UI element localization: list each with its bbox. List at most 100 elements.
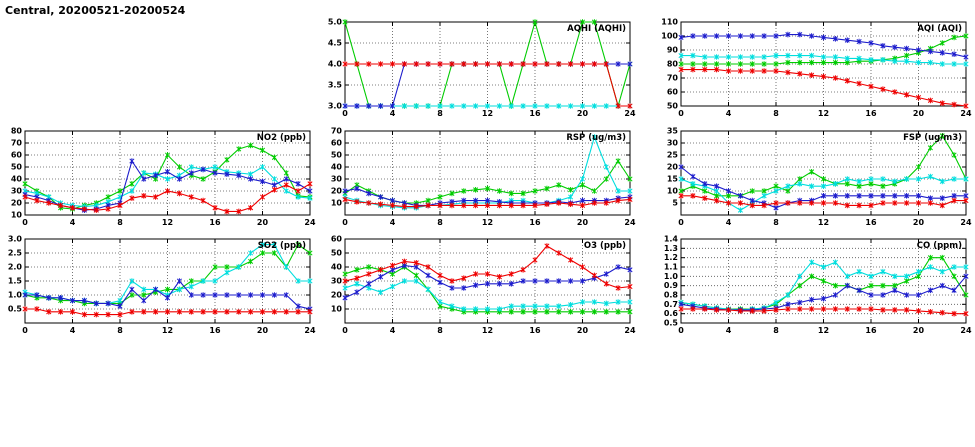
svg-text:RSP (ug/m3): RSP (ug/m3)	[566, 133, 626, 143]
svg-text:0: 0	[342, 218, 348, 227]
svg-text:60: 60	[11, 151, 23, 160]
svg-text:20: 20	[257, 326, 269, 335]
svg-text:16: 16	[529, 326, 541, 335]
svg-text:100: 100	[661, 32, 678, 41]
svg-text:4: 4	[726, 326, 732, 335]
svg-text:16: 16	[865, 326, 877, 335]
svg-text:20: 20	[257, 218, 269, 227]
svg-text:12: 12	[818, 326, 829, 335]
svg-text:80: 80	[11, 127, 23, 136]
svg-text:AQHI (AQHI): AQHI (AQHI)	[567, 24, 626, 34]
svg-text:16: 16	[865, 218, 877, 227]
svg-text:12: 12	[818, 218, 829, 227]
svg-text:15: 15	[667, 175, 679, 184]
svg-text:8: 8	[773, 326, 779, 335]
svg-text:30: 30	[331, 277, 343, 286]
chart-so2: 0.5 1.0 1.5 2.0 2.5 3.0 0 4 8 12 16 20 24 SO2 (ppb)	[0, 231, 330, 341]
svg-text:4: 4	[390, 326, 396, 335]
svg-text:4: 4	[70, 218, 76, 227]
svg-text:24: 24	[624, 109, 636, 118]
svg-text:12: 12	[162, 326, 173, 335]
svg-text:0: 0	[678, 109, 684, 118]
svg-text:60: 60	[667, 88, 679, 97]
svg-text:50: 50	[11, 163, 23, 172]
svg-text:4: 4	[390, 218, 396, 227]
svg-text:O3 (ppb): O3 (ppb)	[584, 241, 626, 251]
svg-text:20: 20	[331, 291, 343, 300]
svg-text:8: 8	[773, 109, 779, 118]
svg-text:2.0: 2.0	[8, 263, 23, 272]
svg-text:60: 60	[331, 235, 343, 244]
svg-text:3.0: 3.0	[328, 102, 343, 111]
svg-text:4: 4	[70, 326, 76, 335]
svg-text:20: 20	[667, 163, 679, 172]
svg-text:4.5: 4.5	[328, 39, 343, 48]
svg-text:1.2: 1.2	[664, 253, 678, 262]
svg-text:3.5: 3.5	[328, 81, 343, 90]
svg-text:0.5: 0.5	[664, 319, 679, 328]
svg-text:10: 10	[331, 199, 343, 208]
svg-text:10: 10	[667, 187, 679, 196]
svg-text:4.0: 4.0	[328, 60, 343, 69]
svg-text:30: 30	[667, 139, 679, 148]
svg-text:1.5: 1.5	[8, 277, 23, 286]
svg-text:5: 5	[672, 199, 678, 208]
svg-text:16: 16	[529, 109, 541, 118]
svg-text:1.1: 1.1	[664, 263, 679, 272]
svg-text:CO (ppm): CO (ppm)	[917, 241, 962, 251]
svg-text:8: 8	[117, 218, 123, 227]
svg-text:12: 12	[482, 218, 493, 227]
chart-aqi: 50 60 70 80 90 100 110 0 4 8 12 16 20 24 AQI (AQI)	[656, 14, 975, 124]
svg-text:2.5: 2.5	[8, 249, 23, 258]
svg-text:20: 20	[577, 326, 589, 335]
svg-text:NO2 (ppb): NO2 (ppb)	[257, 133, 306, 143]
svg-text:40: 40	[331, 163, 343, 172]
svg-text:1.0: 1.0	[664, 272, 679, 281]
svg-text:70: 70	[331, 127, 343, 136]
svg-text:20: 20	[913, 218, 925, 227]
chart-o3: 10 20 30 40 50 60 0 4 8 12 16 20 24 O3 (ppb)	[320, 231, 650, 341]
svg-text:8: 8	[437, 109, 443, 118]
svg-text:8: 8	[437, 326, 443, 335]
svg-text:25: 25	[667, 151, 679, 160]
svg-text:20: 20	[577, 218, 589, 227]
svg-text:20: 20	[577, 109, 589, 118]
svg-text:3.0: 3.0	[8, 235, 23, 244]
chart-fsp: 5 10 15 20 25 30 35 0 4 8 12 16 20 24 FSP (ug/m3)	[656, 123, 975, 233]
svg-text:0: 0	[22, 326, 28, 335]
svg-text:0: 0	[342, 326, 348, 335]
svg-text:40: 40	[11, 175, 23, 184]
svg-text:16: 16	[209, 326, 221, 335]
chart-rsp: 10 20 30 40 50 60 70 0 4 8 12 16 20 24 RSP (ug/m3)	[320, 123, 650, 233]
svg-text:30: 30	[331, 175, 343, 184]
svg-text:30: 30	[11, 187, 23, 196]
svg-text:1.0: 1.0	[8, 291, 23, 300]
svg-text:8: 8	[437, 218, 443, 227]
svg-text:24: 24	[960, 326, 972, 335]
svg-text:1.3: 1.3	[664, 244, 678, 253]
svg-text:20: 20	[11, 199, 23, 208]
svg-text:110: 110	[661, 18, 678, 27]
svg-text:SO2 (ppb): SO2 (ppb)	[258, 241, 306, 251]
svg-text:FSP (ug/m3): FSP (ug/m3)	[903, 133, 962, 143]
svg-text:0.9: 0.9	[664, 281, 679, 290]
svg-text:4: 4	[726, 218, 732, 227]
svg-text:20: 20	[331, 187, 343, 196]
svg-text:4: 4	[390, 109, 396, 118]
svg-text:60: 60	[331, 139, 343, 148]
svg-text:40: 40	[331, 263, 343, 272]
svg-text:0.5: 0.5	[8, 305, 23, 314]
svg-text:24: 24	[304, 218, 316, 227]
svg-text:35: 35	[667, 127, 679, 136]
svg-text:4: 4	[726, 109, 732, 118]
svg-text:0.7: 0.7	[664, 300, 678, 309]
svg-text:24: 24	[624, 218, 636, 227]
svg-text:16: 16	[209, 218, 221, 227]
page-title: Central, 20200521-20200524	[5, 4, 186, 17]
svg-text:AQI (AQI): AQI (AQI)	[917, 24, 962, 34]
svg-text:80: 80	[667, 60, 679, 69]
svg-text:12: 12	[162, 218, 173, 227]
svg-text:10: 10	[11, 211, 23, 220]
svg-text:0: 0	[342, 109, 348, 118]
svg-text:0: 0	[678, 218, 684, 227]
